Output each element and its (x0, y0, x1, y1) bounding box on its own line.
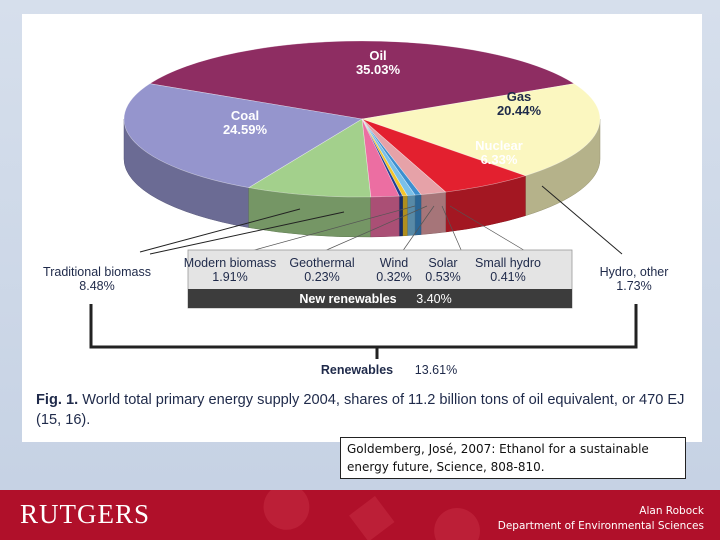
renewables-value: 13.61% (415, 363, 457, 377)
box-name-solar: Solar (428, 256, 457, 270)
box-value-geothermal: 0.23% (304, 270, 339, 284)
leader-line-geothermal (321, 205, 428, 253)
pie-slice-oil (149, 40, 575, 120)
box-value-solar: 0.53% (425, 270, 460, 284)
slice-value-nuclear: 6.33% (481, 152, 518, 167)
leader-line-modern-biomass (246, 205, 416, 253)
box-value-modern-biomass: 1.91% (212, 270, 247, 284)
figure-caption: Fig. 1. World total primary energy suppl… (36, 390, 692, 430)
footer-credits: Alan Robock Department of Environmental … (498, 504, 704, 534)
box-value-wind: 0.32% (376, 270, 411, 284)
box-name-small-hydro: Small hydro (475, 256, 541, 270)
box-value-small-hydro: 0.41% (490, 270, 525, 284)
slice-value-coal: 24.59% (223, 122, 268, 137)
label-name-traditional-biomass: Traditional biomass (43, 265, 151, 279)
department-name: Department of Environmental Sciences (497, 520, 704, 532)
footer-decoration: ● ◆ ● (256, 490, 496, 540)
footer-bar: ● ◆ ● RUTGERS Alan Robock Department of … (0, 490, 720, 540)
leader-line-ln-trad-left (139, 208, 301, 253)
figure-panel: Oil 35.03% Gas 20.44% Nuclear 6.33% Coal 24.59%… (22, 14, 702, 442)
figure-caption-text: World total primary energy supply 2004, … (36, 392, 685, 428)
renewables-label: Renewables (321, 363, 393, 377)
pie-side-solar (407, 194, 416, 236)
renewables-bracket (89, 304, 638, 349)
author-name: Alan Robock (639, 505, 704, 517)
label-value-hydro-other: 1.73% (616, 279, 651, 293)
pie-slice-coal (123, 83, 363, 188)
box-name-wind: Wind (380, 256, 409, 270)
leader-line-small-hydro (449, 205, 528, 253)
slice-name-coal: Coal (231, 108, 259, 123)
leader-line-ln-hydro (541, 185, 623, 255)
new-renewables-bar (188, 289, 572, 308)
leader-line-solar (441, 205, 463, 253)
pie-side-hydro-other (420, 191, 446, 235)
leader-line-ln-trad-right (149, 211, 345, 255)
label-name-hydro-other: Hydro, other (600, 265, 669, 279)
box-name-modern-biomass: Modern biomass (184, 256, 276, 270)
figure-label: Fig. 1. (36, 392, 79, 408)
pie-slice-gas (361, 83, 601, 177)
slice-value-oil: 35.03% (356, 62, 401, 77)
pie-slice-traditional-biomass (247, 118, 372, 198)
box-name-geothermal: Geothermal (289, 256, 354, 270)
citation-box: Goldemberg, José, 2007: Ethanol for a su… (340, 437, 686, 479)
label-value-traditional-biomass: 8.48% (79, 279, 114, 293)
slice-name-gas: Gas (507, 89, 532, 104)
pie-side-geothermal (398, 195, 403, 237)
rutgers-logo: RUTGERS (20, 499, 151, 529)
new-renewables-value: 3.40% (416, 292, 451, 306)
pie-side-modern-biomass (370, 195, 400, 238)
new-renewables-label: New renewables (299, 292, 396, 306)
slice-name-oil: Oil (369, 48, 386, 63)
slice-name-nuclear: Nuclear (475, 138, 523, 153)
leader-line-wind (401, 205, 435, 253)
slice-value-gas: 20.44% (497, 103, 542, 118)
